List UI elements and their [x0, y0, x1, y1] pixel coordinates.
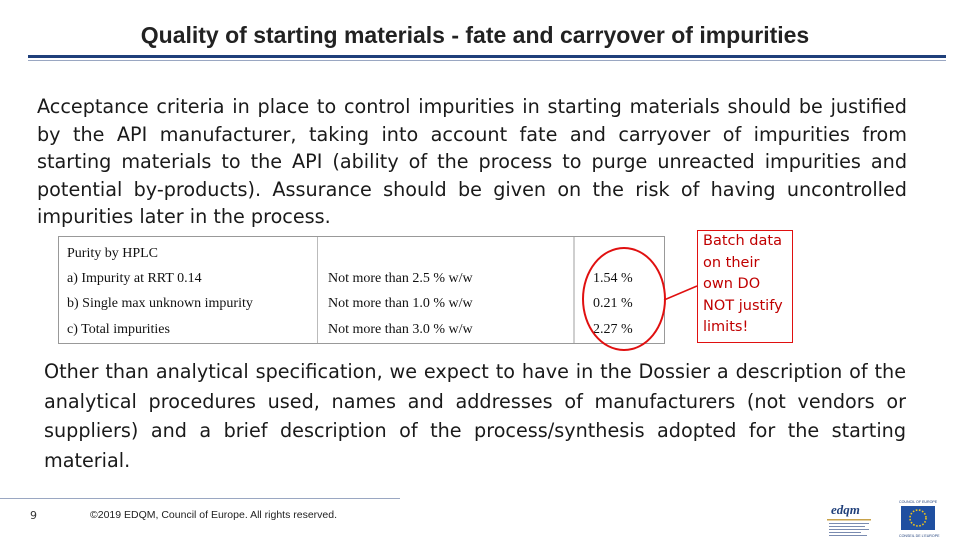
- callout-line: limits!: [703, 319, 749, 335]
- impurity-limit: Not more than 2.5 % w/w: [328, 271, 473, 286]
- acceptance-criteria-paragraph: Acceptance criteria in place to control …: [37, 95, 907, 228]
- footer-divider: [0, 498, 400, 499]
- callout-line: own DO: [703, 276, 761, 292]
- analytical-procedures-paragraph: Other than analytical specification, we …: [44, 360, 906, 472]
- impurity-label: b) Single max unknown impurity: [67, 296, 253, 311]
- hplc-table-header: Purity by HPLC: [67, 246, 159, 261]
- table-divider: [573, 237, 575, 343]
- callout-line: NOT justify: [703, 297, 783, 314]
- impurity-label: a) Impurity at RRT 0.14: [67, 271, 202, 286]
- callout-line: on their: [703, 254, 760, 271]
- coe-logo-text-fr: CONSEIL DE L'EUROPE: [899, 534, 940, 538]
- edqm-logo: edqm: [827, 502, 871, 536]
- title-divider-thin: [28, 60, 946, 61]
- council-of-europe-logo: COUNCIL OF EUROPE CONSEIL DE L'EUROPE: [899, 500, 940, 538]
- page-number: 9: [30, 509, 37, 522]
- callout-box: Batch data on their own DO NOT justify l…: [697, 230, 793, 343]
- title-divider: [28, 55, 946, 58]
- coe-logo-text: COUNCIL OF EUROPE: [899, 500, 938, 504]
- callout-line: Batch data: [703, 233, 782, 249]
- impurity-limit: Not more than 1.0 % w/w: [328, 296, 473, 311]
- slide-title: Quality of starting materials - fate and…: [140, 22, 810, 48]
- table-divider: [317, 237, 318, 343]
- impurity-label: c) Total impurities: [67, 322, 170, 337]
- copyright-notice: ©2019 EDQM, Council of Europe. All right…: [90, 509, 338, 521]
- edqm-logo-text: edqm: [831, 502, 860, 517]
- impurity-limit: Not more than 3.0 % w/w: [328, 322, 473, 337]
